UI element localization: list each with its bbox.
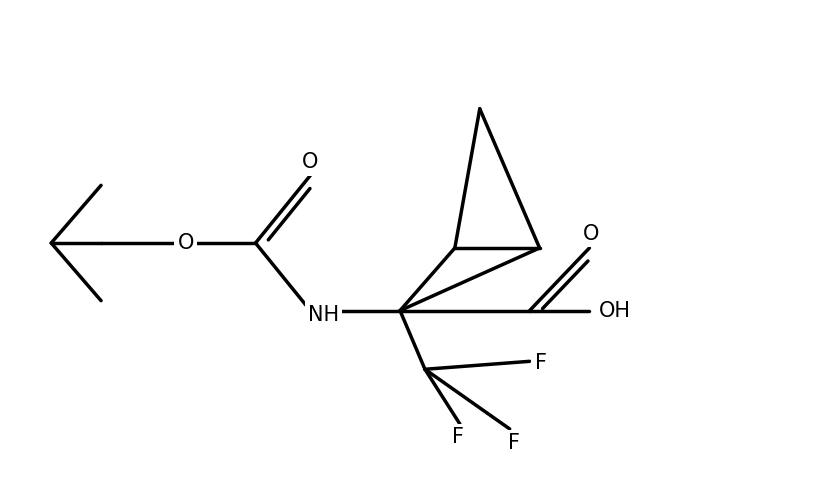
Text: F: F — [508, 433, 520, 453]
Text: O: O — [178, 233, 194, 253]
Text: NH: NH — [307, 305, 339, 325]
Text: O: O — [583, 224, 599, 244]
Text: F: F — [452, 427, 464, 447]
Text: F: F — [534, 353, 547, 373]
Text: O: O — [302, 153, 319, 173]
Text: OH: OH — [599, 301, 631, 321]
